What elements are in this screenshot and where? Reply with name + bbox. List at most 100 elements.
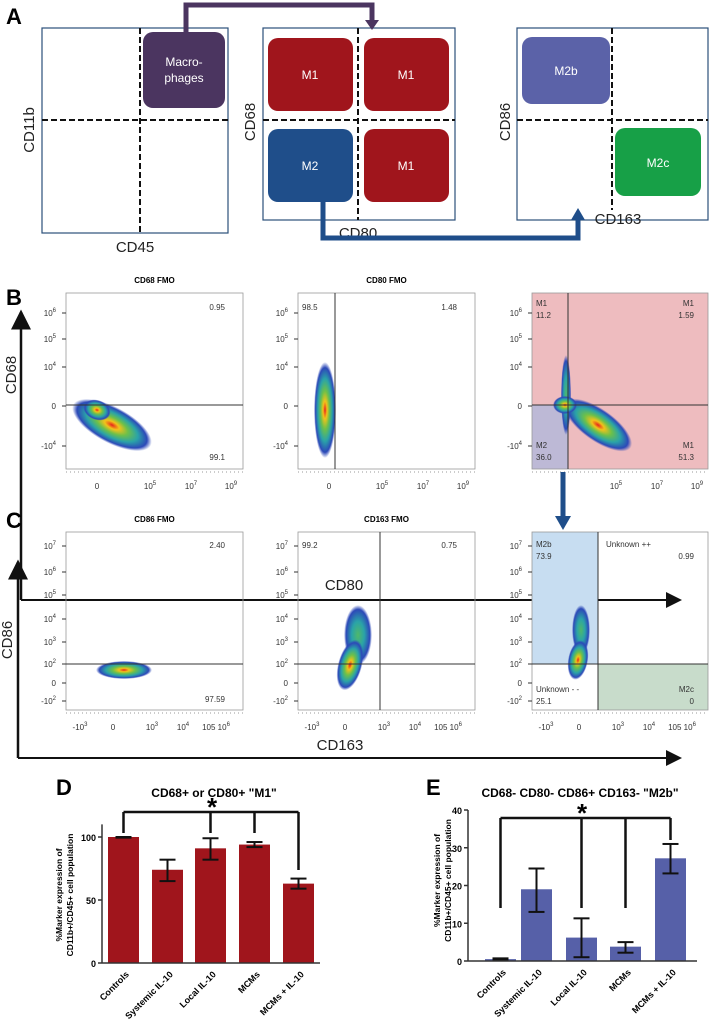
- quadrant-value: 99.1: [209, 453, 225, 462]
- macrophages-box: [143, 32, 225, 108]
- x-tick-label: 107: [417, 481, 430, 491]
- y-tick-label: 102: [510, 659, 523, 669]
- x-tick-label: 109: [457, 481, 470, 491]
- y-tick-label: 104: [276, 362, 289, 372]
- m2-label: M2: [302, 159, 319, 173]
- panel-e-label: E: [426, 775, 441, 800]
- plot-title: CD163 FMO: [364, 515, 409, 524]
- bar: [283, 883, 314, 963]
- y-tick-label: 0: [518, 402, 523, 411]
- quadrant-value: Unknown ++: [606, 540, 651, 549]
- m1-box: [268, 38, 353, 111]
- quadrant-value: 0.75: [441, 541, 457, 550]
- cell-density-cloud: [72, 398, 152, 452]
- quadrant-value: 36.0: [536, 453, 552, 462]
- cd68-flow-axis-label: CD68: [3, 356, 20, 394]
- flow-plot: 107 106 105 104 103 102 0 -102 -103 0 103 104 105 10…: [507, 531, 709, 732]
- plot-title: CD80 FMO: [366, 276, 406, 285]
- gate-region: [598, 664, 708, 710]
- x-tick-label: Local IL-10: [549, 967, 589, 1007]
- bar-chart-e: CD68- CD80- CD86+ CD163- "M2b" %Marker ex…: [432, 786, 697, 1019]
- x-tick-label: 105 106: [434, 722, 462, 732]
- x-tick-label: 105: [144, 481, 157, 491]
- x-tick-label: 104: [409, 722, 422, 732]
- m2b-label: M2b: [554, 64, 578, 78]
- panel-c-label: C: [6, 508, 22, 533]
- plot-title: CD68 FMO: [134, 276, 174, 285]
- chart-title: CD68+ or CD80+ "M1": [151, 786, 276, 800]
- x-tick-label: 0: [327, 482, 332, 491]
- x-tick-label: 104: [177, 722, 190, 732]
- y-axis-label: CD11b+/CD45+ cell population: [443, 819, 453, 942]
- y-tick-label: -102: [507, 696, 523, 706]
- bar: [655, 858, 686, 961]
- y-tick-label: 0: [52, 679, 57, 688]
- quadrant-value: M1: [683, 441, 695, 450]
- y-tick-label: -102: [41, 696, 57, 706]
- flow-plot: 107 106 105 104 103 102 0 -102 -103 0 103 104 105 10…: [273, 515, 476, 732]
- y-tick-label: 40: [452, 806, 462, 816]
- y-tick-label: 104: [44, 362, 57, 372]
- y-tick-label: 106: [276, 567, 289, 577]
- bar: [610, 946, 641, 961]
- x-tick-label: 104: [643, 722, 656, 732]
- bar: [195, 848, 226, 963]
- cd80-flow-axis-label: CD80: [325, 577, 363, 594]
- x-tick-label: 105 106: [202, 722, 230, 732]
- y-tick-label: -104: [507, 441, 523, 451]
- y-tick-label: 106: [510, 567, 523, 577]
- x-tick-label: MCMs + IL-10: [258, 969, 306, 1017]
- m2c-label: M2c: [647, 156, 670, 170]
- bar: [108, 837, 139, 963]
- macrophage-gating-arrow: [183, 2, 379, 32]
- y-tick-label: 104: [44, 614, 57, 624]
- y-tick-label: 105: [510, 590, 523, 600]
- y-tick-label: 10: [452, 919, 462, 929]
- x-tick-label: 103: [612, 722, 625, 732]
- x-tick-label: MCMs + IL-10: [630, 967, 678, 1015]
- plot-frame: [65, 531, 244, 711]
- cd86-flow-axis-label: CD86: [0, 621, 16, 659]
- x-tick-label: Controls: [475, 967, 508, 1000]
- x-tick-label: 105: [376, 481, 389, 491]
- y-tick-label: 106: [44, 567, 57, 577]
- quadrant-value: 99.2: [302, 541, 318, 550]
- quadrant-value: 1.59: [678, 311, 694, 320]
- y-tick-label: 104: [276, 614, 289, 624]
- quadrant-value: 51.3: [678, 453, 694, 462]
- bar: [152, 869, 183, 963]
- flow-plot: 106 105 104 0 -104 0 105 107 109 CD68 FMO 0.95 99.1: [41, 276, 244, 491]
- x-tick-label: Local IL-10: [178, 969, 218, 1009]
- quadrant-value: 98.5: [302, 303, 318, 312]
- x-tick-label: 0: [343, 723, 348, 732]
- y-tick-label: -102: [273, 696, 289, 706]
- cell-density-cloud: [96, 661, 152, 679]
- x-tick-label: Controls: [98, 969, 131, 1002]
- plot-frame: [531, 292, 709, 470]
- y-tick-label: 0: [284, 679, 289, 688]
- quadrant-value: Unknown - -: [536, 685, 579, 694]
- y-tick-label: -104: [273, 441, 289, 451]
- quadrant-value: 25.1: [536, 697, 552, 706]
- cd11b-axis-label: CD11b: [21, 107, 38, 153]
- m2-box: [268, 129, 353, 202]
- macrophages-label-2: phages: [164, 71, 203, 85]
- y-tick-label: 107: [44, 541, 57, 551]
- significance-star: *: [207, 792, 218, 822]
- cell-density-cloud: [336, 639, 364, 691]
- quadrant-value: 0.95: [209, 303, 225, 312]
- panel-d-label: D: [56, 775, 72, 800]
- y-tick-label: 103: [44, 637, 57, 647]
- bar: [239, 844, 270, 963]
- quadrant-value: M1: [536, 299, 548, 308]
- y-tick-label: 106: [276, 308, 289, 318]
- y-tick-label: 104: [510, 362, 523, 372]
- x-tick-label: 0: [111, 723, 116, 732]
- x-tick-label: MCMs: [607, 967, 633, 993]
- flow-plot: 106 105 104 0 -104 0 105 107 109 CD80 FMO 98.5 1.48: [273, 276, 476, 491]
- y-tick-label: 104: [510, 614, 523, 624]
- quadrant-value: 2.40: [209, 541, 225, 550]
- y-axis-label: %Marker expression of: [54, 848, 64, 941]
